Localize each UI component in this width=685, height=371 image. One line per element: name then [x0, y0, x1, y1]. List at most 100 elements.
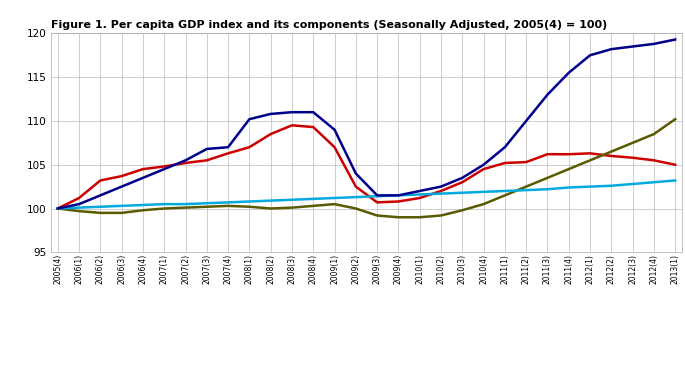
Employment Ratio — [118, 211, 126, 215]
GDP per Capita — [437, 184, 445, 189]
GDP per Capita — [522, 119, 530, 123]
Labor Productivity — [245, 145, 253, 150]
Labor Productivity — [266, 132, 275, 136]
Employment Ratio — [139, 208, 147, 213]
Employment Ratio — [224, 204, 232, 208]
GDP per Capita — [629, 44, 637, 49]
GDP per Capita — [224, 145, 232, 150]
Employment Ratio — [53, 206, 62, 211]
Employment Ratio — [543, 175, 551, 180]
Labor Productivity — [224, 151, 232, 155]
Working Age Population Ratio — [309, 197, 317, 201]
Working Age Population Ratio — [501, 189, 509, 193]
GDP per Capita — [118, 184, 126, 189]
Working Age Population Ratio — [671, 178, 680, 183]
Working Age Population Ratio — [416, 192, 424, 197]
Working Age Population Ratio — [479, 190, 488, 194]
GDP per Capita — [182, 158, 190, 162]
Working Age Population Ratio — [564, 185, 573, 190]
GDP per Capita — [203, 147, 211, 151]
Labor Productivity — [75, 196, 83, 200]
Working Age Population Ratio — [458, 191, 466, 195]
GDP per Capita — [53, 206, 62, 211]
GDP per Capita — [96, 193, 104, 198]
Working Age Population Ratio — [182, 202, 190, 206]
Working Age Population Ratio — [607, 184, 615, 188]
Employment Ratio — [373, 213, 382, 218]
GDP per Capita — [586, 53, 594, 58]
Employment Ratio — [564, 167, 573, 171]
Line: Labor Productivity: Labor Productivity — [58, 125, 675, 209]
Employment Ratio — [309, 204, 317, 208]
Labor Productivity — [118, 174, 126, 178]
Working Age Population Ratio — [395, 193, 403, 198]
Working Age Population Ratio — [203, 201, 211, 206]
GDP per Capita — [160, 167, 169, 171]
GDP per Capita — [671, 37, 680, 42]
GDP per Capita — [458, 175, 466, 180]
GDP per Capita — [266, 112, 275, 116]
Employment Ratio — [458, 208, 466, 213]
Working Age Population Ratio — [330, 196, 338, 200]
GDP per Capita — [501, 145, 509, 150]
Working Age Population Ratio — [160, 202, 169, 206]
Labor Productivity — [203, 158, 211, 162]
Labor Productivity — [330, 145, 338, 150]
Working Age Population Ratio — [437, 191, 445, 196]
Labor Productivity — [501, 161, 509, 165]
GDP per Capita — [288, 110, 296, 114]
Working Age Population Ratio — [351, 195, 360, 199]
Labor Productivity — [650, 158, 658, 162]
Working Age Population Ratio — [266, 198, 275, 203]
Labor Productivity — [522, 160, 530, 164]
Working Age Population Ratio — [288, 197, 296, 202]
Working Age Population Ratio — [373, 194, 382, 198]
Working Age Population Ratio — [53, 206, 62, 211]
GDP per Capita — [245, 117, 253, 121]
Line: Employment Ratio: Employment Ratio — [58, 119, 675, 217]
Employment Ratio — [245, 204, 253, 209]
Working Age Population Ratio — [522, 188, 530, 192]
Labor Productivity — [479, 167, 488, 171]
Employment Ratio — [586, 158, 594, 162]
Line: GDP per Capita: GDP per Capita — [58, 40, 675, 209]
Labor Productivity — [139, 167, 147, 171]
Labor Productivity — [395, 199, 403, 204]
Working Age Population Ratio — [629, 182, 637, 186]
Employment Ratio — [75, 209, 83, 213]
Labor Productivity — [607, 154, 615, 158]
Employment Ratio — [182, 206, 190, 210]
GDP per Capita — [309, 110, 317, 114]
GDP per Capita — [75, 202, 83, 206]
Working Age Population Ratio — [650, 180, 658, 184]
GDP per Capita — [351, 171, 360, 176]
Employment Ratio — [416, 215, 424, 220]
GDP per Capita — [564, 70, 573, 75]
Employment Ratio — [351, 206, 360, 211]
Employment Ratio — [522, 184, 530, 189]
GDP per Capita — [395, 193, 403, 198]
Employment Ratio — [607, 150, 615, 154]
Labor Productivity — [53, 206, 62, 211]
Working Age Population Ratio — [118, 204, 126, 208]
Employment Ratio — [479, 202, 488, 206]
GDP per Capita — [650, 42, 658, 46]
Labor Productivity — [351, 184, 360, 189]
GDP per Capita — [373, 193, 382, 198]
Working Age Population Ratio — [139, 203, 147, 207]
Working Age Population Ratio — [75, 206, 83, 210]
GDP per Capita — [139, 175, 147, 180]
GDP per Capita — [543, 92, 551, 97]
Employment Ratio — [96, 211, 104, 215]
Labor Productivity — [160, 164, 169, 169]
Employment Ratio — [437, 213, 445, 218]
Labor Productivity — [182, 161, 190, 165]
Employment Ratio — [671, 117, 680, 121]
GDP per Capita — [330, 128, 338, 132]
Employment Ratio — [629, 141, 637, 145]
Labor Productivity — [373, 200, 382, 204]
Labor Productivity — [416, 196, 424, 200]
Labor Productivity — [586, 151, 594, 155]
Working Age Population Ratio — [96, 204, 104, 209]
GDP per Capita — [416, 189, 424, 193]
